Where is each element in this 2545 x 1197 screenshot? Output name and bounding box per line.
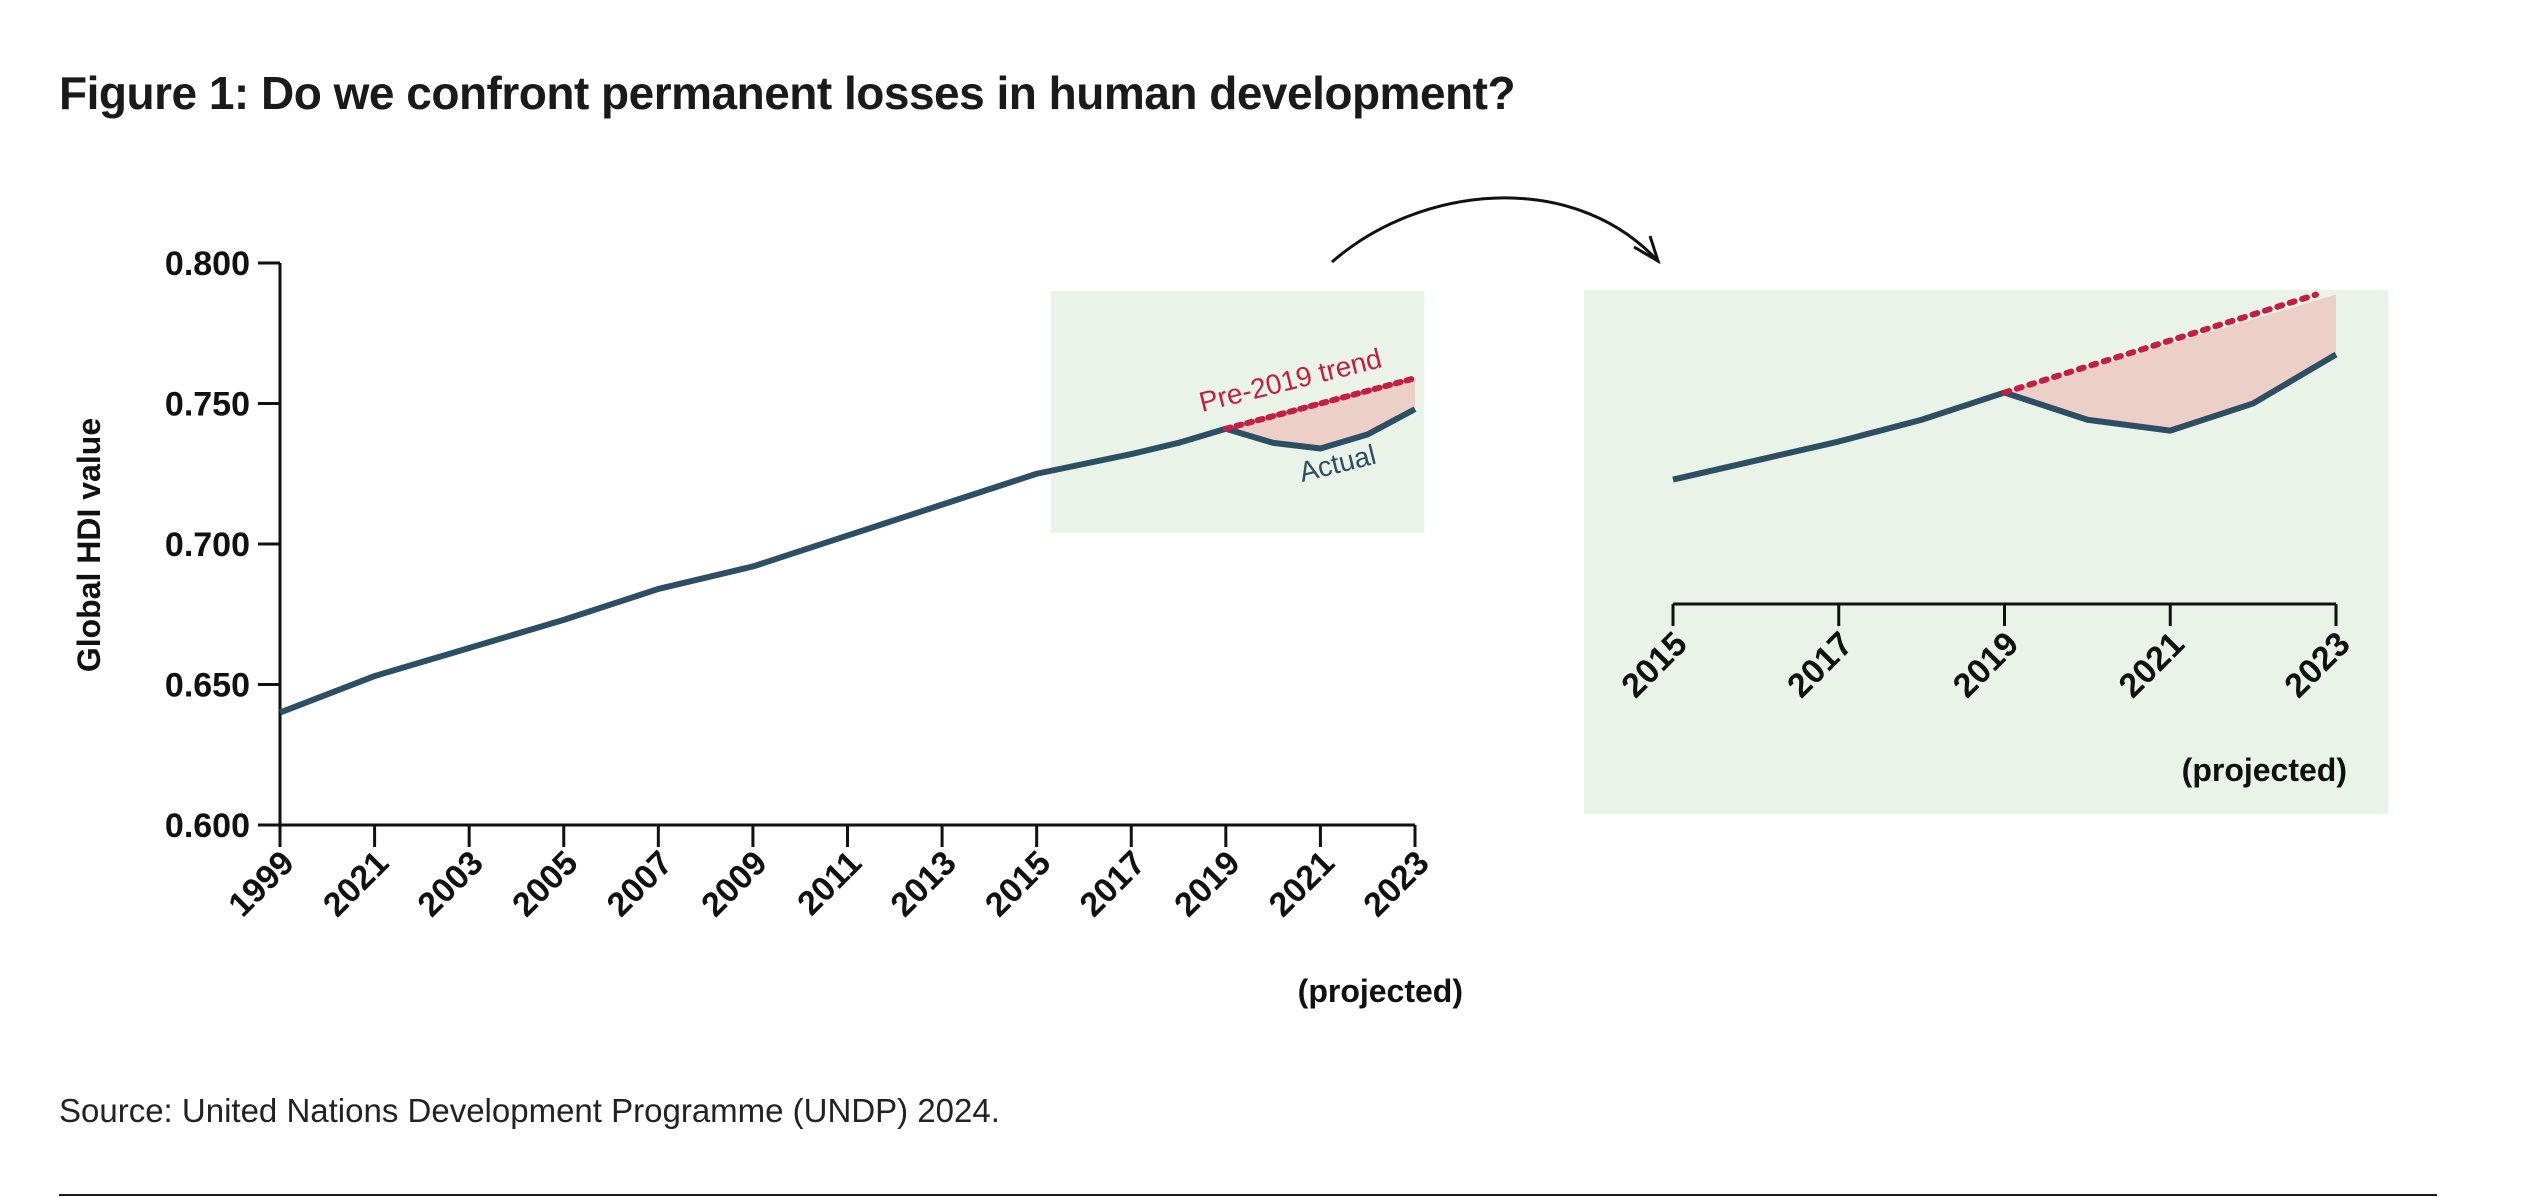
x-tick-label: 2009 — [694, 844, 774, 924]
x-tick-label: 2019 — [1167, 844, 1247, 924]
x-tick-label: 2011 — [790, 844, 869, 923]
trend-series-line — [1222, 375, 1418, 432]
zoom-arrow — [1331, 196, 1657, 264]
x-tick-label: 2003 — [410, 844, 490, 924]
x-tick-label: 2021 — [316, 844, 396, 924]
zoom-trend-series-line — [2001, 291, 2319, 396]
x-tick-label: 2007 — [600, 844, 680, 924]
zoom-chart: 2015 2017 2019 2021 2023(projected) — [1584, 290, 2388, 814]
x-tick-label: 2015 — [978, 844, 1058, 924]
y-tick-label: 0.700 — [165, 526, 250, 564]
gap-area — [1225, 378, 1415, 449]
main-chart: 0.800 0.750 0.700 0.650 0.600 Global HDI valu… — [71, 245, 1463, 1009]
zoom-arrow-head — [1633, 235, 1661, 265]
x-tick-label: 1999 — [221, 844, 301, 924]
x-axis-note: (projected) — [1298, 973, 1463, 1009]
x-tick-label: 2017 — [1073, 844, 1153, 924]
y-tick-label: 0.800 — [165, 245, 250, 283]
x-tick-label: 2013 — [883, 844, 963, 924]
y-tick-label: 0.600 — [165, 807, 250, 845]
zoom-actual-series-line — [1672, 351, 2338, 483]
bottom-rule — [59, 1194, 2437, 1196]
zoom-gap-area — [2004, 294, 2336, 431]
actual-series-line — [278, 406, 1417, 716]
source-note: Source: United Nations Development Progr… — [59, 1092, 1000, 1129]
x-tick-label: 2005 — [505, 844, 585, 924]
x-tick-label: 2021 — [1262, 844, 1342, 924]
figure-title: Figure 1: Do we confront permanent losse… — [59, 67, 1516, 119]
y-tick-label: 0.650 — [165, 667, 250, 705]
y-tick-label: 0.750 — [165, 386, 250, 424]
x-tick-label: 2023 — [1356, 844, 1436, 924]
y-axis-label: Global HDI value — [71, 418, 107, 672]
zoom-x-axis-note: (projected) — [2182, 752, 2347, 788]
